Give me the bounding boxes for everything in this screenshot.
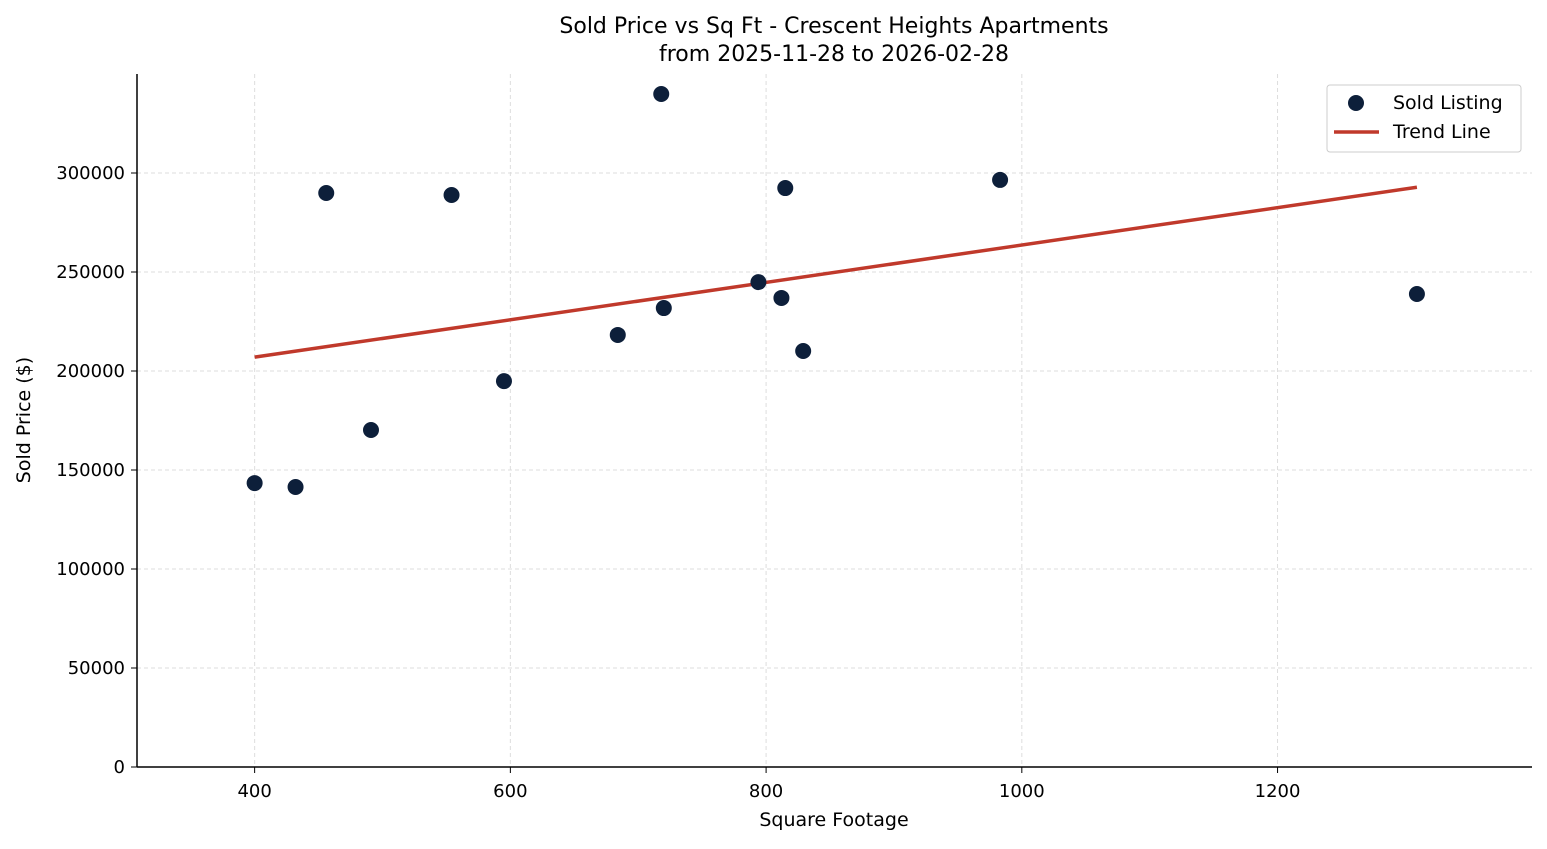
trend-line [254,185,1418,359]
x-axis-label: Square Footage [759,809,908,831]
axes [136,74,1532,768]
data-point [750,274,767,291]
chart-title: Sold Price vs Sq Ft - Crescent Heights A… [559,14,1108,39]
data-point [992,171,1009,188]
x-tick-label: 800 [749,781,783,802]
data-point [443,186,460,203]
x-tick-label: 400 [237,781,271,802]
data-point [795,343,812,360]
legend-marker-sold-listing [1348,95,1364,111]
data-point [246,475,263,492]
data-point [362,422,379,439]
x-tick-label: 600 [493,781,527,802]
y-tick-label: 50000 [68,658,125,679]
y-tick-label: 250000 [56,262,125,283]
data-point [318,184,335,201]
legend-label-trend-line: Trend Line [1392,121,1491,143]
grid [137,74,1532,768]
points-group [246,85,1425,496]
data-point [495,373,512,390]
x-tick-label: 1000 [999,781,1045,802]
y-tick-label: 300000 [56,163,125,184]
y-tick-label: 200000 [56,361,125,382]
data-point [655,300,672,317]
y-tick-label: 0 [114,757,125,778]
legend-label-sold-listing: Sold Listing [1393,92,1503,114]
data-point [773,289,790,306]
data-point [1408,285,1425,302]
y-tick-label: 100000 [56,559,125,580]
ticks: 400 600 800 1000 1200 0 50000 100000 150000 20000… [56,163,1300,802]
y-axis-label: Sold Price ($) [13,357,35,483]
x-tick-label: 1200 [1255,781,1301,802]
data-point [653,85,670,102]
legend-box [1326,84,1522,153]
legend: Sold Listing Trend Line [1326,84,1522,153]
data-point [287,479,304,496]
y-tick-label: 150000 [56,460,125,481]
trend-line-group [254,185,1418,359]
data-point [609,326,626,343]
data-point [777,180,794,197]
chart-subtitle: from 2025-11-28 to 2026-02-28 [659,42,1009,67]
